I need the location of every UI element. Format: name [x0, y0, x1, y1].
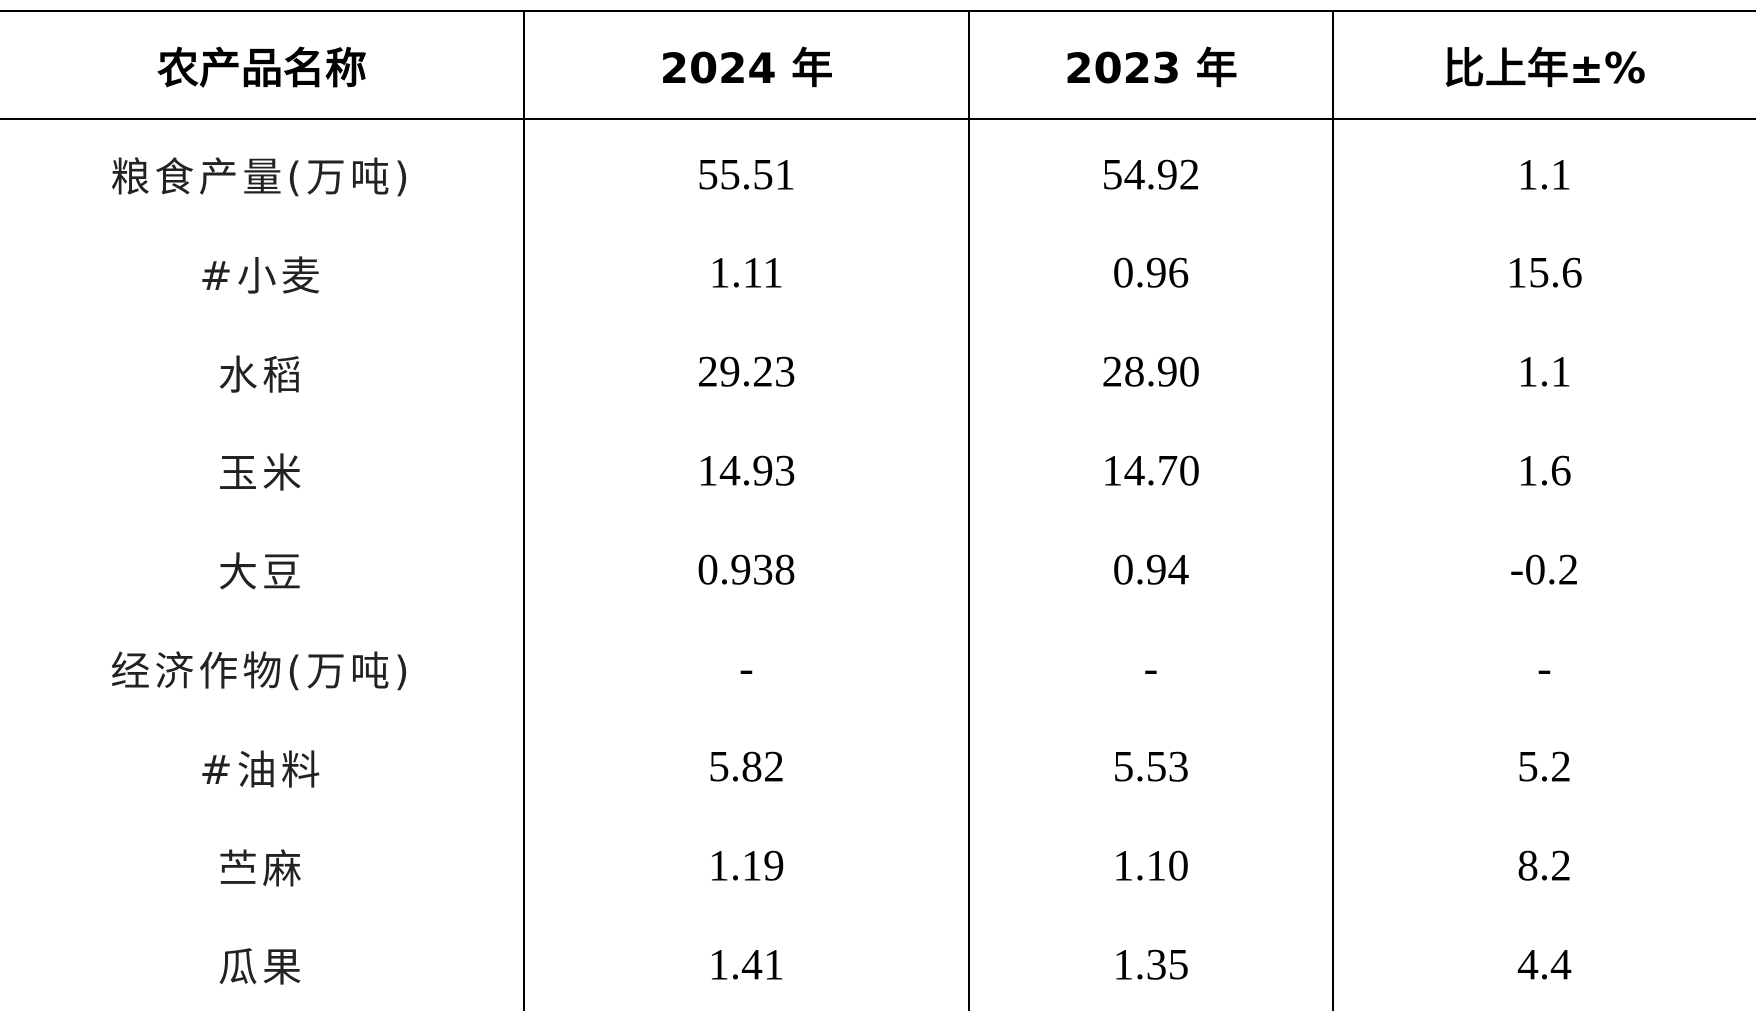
- data-cell: 1.6: [1517, 445, 1572, 495]
- data-cell: -: [1537, 643, 1552, 693]
- table-top-border: [0, 10, 1756, 12]
- data-cell: 4.4: [1517, 939, 1572, 989]
- header-cell: 2023 年: [1064, 43, 1238, 93]
- data-cell: 14.93: [697, 445, 796, 495]
- column-divider: [1332, 11, 1334, 1011]
- header-cell: 2024 年: [659, 43, 834, 93]
- data-cell: 0.96: [1112, 248, 1190, 298]
- data-cell: 1.19: [708, 841, 785, 891]
- data-cell: 1.11: [708, 248, 785, 298]
- row-label: #小麦: [199, 253, 325, 300]
- row-label: 苎麻: [218, 846, 306, 893]
- data-cell: -: [1143, 643, 1159, 693]
- data-cell: 0.938: [697, 544, 796, 594]
- header-cell: 农产品名称: [156, 43, 367, 93]
- data-cell: 29.23: [697, 347, 796, 397]
- header-cell: 比上年±%: [1442, 43, 1647, 93]
- row-label: 瓜果: [218, 945, 306, 992]
- header-bottom-border: [0, 118, 1756, 120]
- data-cell: 1.41: [708, 939, 785, 989]
- data-cell: 28.90: [1101, 347, 1201, 397]
- data-cell: 0.94: [1112, 544, 1190, 594]
- row-label: 水稻: [218, 352, 306, 399]
- column-divider: [523, 11, 525, 1011]
- data-cell: 54.92: [1101, 149, 1201, 199]
- data-cell: 15.6: [1506, 248, 1583, 298]
- data-cell: 55.51: [697, 149, 796, 199]
- data-cell: 5.82: [708, 742, 785, 792]
- row-label: 大豆: [218, 550, 306, 597]
- row-label: 粮食产量(万吨): [110, 155, 414, 201]
- data-cell: -: [739, 643, 754, 693]
- data-cell: 8.2: [1517, 841, 1572, 891]
- row-label: 经济作物(万吨): [110, 649, 414, 695]
- row-label: #油料: [199, 747, 325, 794]
- column-divider: [968, 11, 970, 1011]
- data-cell: 14.70: [1101, 445, 1201, 495]
- data-cell: 1.1: [1517, 347, 1572, 397]
- data-cell: -0.2: [1509, 544, 1580, 594]
- data-cell: 1.1: [1517, 149, 1572, 199]
- data-cell: 1.10: [1112, 841, 1190, 891]
- data-cell: 5.53: [1112, 742, 1190, 792]
- data-cell: 5.2: [1517, 742, 1572, 792]
- row-label: 玉米: [218, 451, 306, 498]
- data-cell: 1.35: [1112, 939, 1190, 989]
